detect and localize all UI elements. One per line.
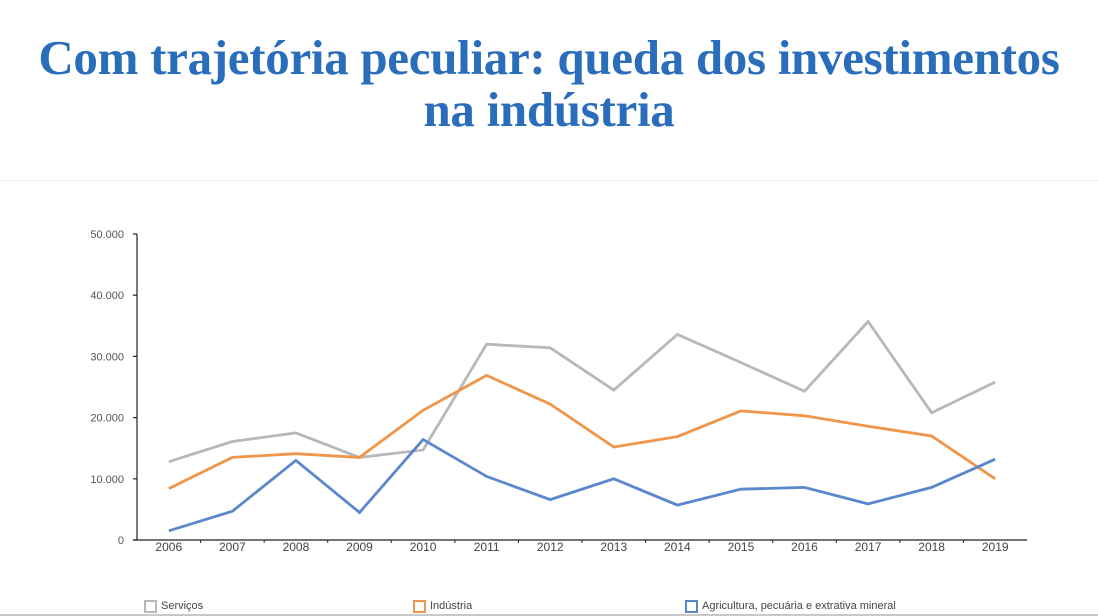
- y-tick-label: 50.000: [90, 229, 124, 241]
- y-tick-label: 10.000: [90, 474, 124, 486]
- legend-item-servicos[interactable]: Serviços: [144, 599, 203, 613]
- x-tick-label: 2014: [664, 540, 691, 554]
- x-tick-label: 2011: [474, 540, 500, 554]
- x-tick-label: 2010: [410, 540, 437, 554]
- bottom-border: [0, 614, 1098, 616]
- y-tick-label: 40.000: [90, 290, 124, 302]
- x-tick-label: 2016: [791, 540, 818, 554]
- y-tick-label: 20.000: [90, 413, 124, 425]
- legend-label: Agricultura, pecuária e extrativa minera…: [702, 600, 896, 612]
- series-line-0: [168, 319, 996, 464]
- x-tick-label: 2019: [982, 540, 1009, 554]
- legend-item-industria[interactable]: Indústria: [413, 599, 472, 613]
- y-tick-label: 0: [118, 535, 124, 547]
- x-tick-label: 2007: [219, 540, 246, 554]
- x-tick-label: 2018: [918, 540, 945, 554]
- legend-item-agricultura[interactable]: Agricultura, pecuária e extrativa minera…: [685, 599, 896, 613]
- series-lines: [168, 319, 996, 533]
- y-tick-label: 30.000: [90, 351, 124, 363]
- y-axis: 0 10.000 20.000 30.000 40.000 50.000: [90, 229, 138, 547]
- title-line-1: Com trajetória peculiar: queda dos inves…: [38, 30, 1060, 85]
- x-tick-label: 2015: [728, 540, 755, 554]
- x-tick-label: 2006: [155, 540, 182, 554]
- series-line-1: [168, 373, 996, 490]
- legend-swatch-icon: [685, 599, 698, 613]
- legend-label: Serviços: [161, 600, 204, 612]
- x-tick-label: 2017: [855, 540, 882, 554]
- title-separator: [0, 180, 1098, 181]
- x-tick-label: 2009: [346, 540, 373, 554]
- x-tick-label: 2012: [537, 540, 564, 554]
- x-tick-label: 2008: [283, 540, 310, 554]
- legend-label: Indústria: [430, 600, 473, 612]
- legend-swatch-icon: [144, 599, 157, 613]
- series-line-2: [168, 437, 996, 533]
- x-axis: 2006 2007 2008 2009 2010 2011 2012 2013 2014 2015…: [133, 539, 1027, 554]
- legend-swatch-icon: [413, 599, 426, 613]
- x-tick-label: 2013: [600, 540, 627, 554]
- page-title: Com trajetória peculiar: queda dos inves…: [0, 32, 1098, 136]
- title-line-2: na indústria: [423, 82, 675, 137]
